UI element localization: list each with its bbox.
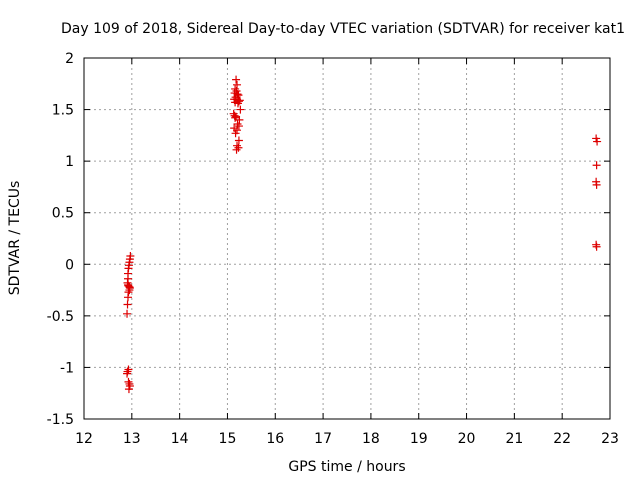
grid-lines <box>84 58 610 419</box>
data-point <box>124 377 133 386</box>
data-point <box>232 75 241 84</box>
data-point <box>234 122 243 131</box>
x-tick-label: 13 <box>123 431 141 447</box>
x-tick-label: 17 <box>314 431 332 447</box>
data-point <box>231 113 240 122</box>
data-point <box>592 180 601 189</box>
y-tick-labels: -1.5 -1 -0.5 0 0.5 1 1.5 2 <box>47 51 74 428</box>
data-point <box>592 161 601 170</box>
x-tick-label: 18 <box>362 431 380 447</box>
data-point <box>231 129 240 138</box>
x-tick-label: 19 <box>410 431 428 447</box>
y-tick-label: 2 <box>65 51 74 67</box>
chart-title: Day 109 of 2018, Sidereal Day-to-day VTE… <box>61 21 625 37</box>
data-points <box>123 75 602 394</box>
x-tick-label: 23 <box>601 431 619 447</box>
tick-marks <box>83 57 611 420</box>
data-point <box>123 293 132 302</box>
data-point <box>233 99 242 108</box>
data-point <box>592 242 601 251</box>
data-point <box>124 365 133 374</box>
data-point <box>125 286 134 295</box>
data-point <box>236 105 245 114</box>
data-point <box>123 309 132 318</box>
data-point <box>123 300 132 309</box>
y-axis-label: SDTVAR / TECUs <box>7 181 23 296</box>
x-tick-label: 20 <box>458 431 476 447</box>
x-tick-label: 21 <box>505 431 523 447</box>
data-point <box>234 136 243 145</box>
y-tick-label: -0.5 <box>47 309 74 325</box>
y-tick-label: 0 <box>65 257 74 273</box>
data-point <box>593 137 602 146</box>
x-tick-label: 14 <box>171 431 189 447</box>
x-tick-label: 16 <box>266 431 284 447</box>
y-tick-label: 1.5 <box>52 103 74 119</box>
y-tick-label: 0.5 <box>52 206 74 222</box>
x-tick-label: 12 <box>75 431 93 447</box>
y-tick-label: 1 <box>65 154 74 170</box>
data-point <box>234 143 243 152</box>
data-point <box>123 369 132 378</box>
plot-frame <box>83 57 611 420</box>
data-point <box>124 385 133 394</box>
data-point <box>232 145 241 154</box>
x-axis-label: GPS time / hours <box>288 459 405 475</box>
x-tick-label: 15 <box>219 431 237 447</box>
y-tick-label: -1.5 <box>47 412 74 428</box>
y-tick-label: -1 <box>60 360 74 376</box>
data-point <box>234 97 243 106</box>
x-tick-label: 22 <box>553 431 571 447</box>
x-tick-labels: 12 13 14 15 16 17 18 19 20 21 22 23 <box>75 431 619 447</box>
